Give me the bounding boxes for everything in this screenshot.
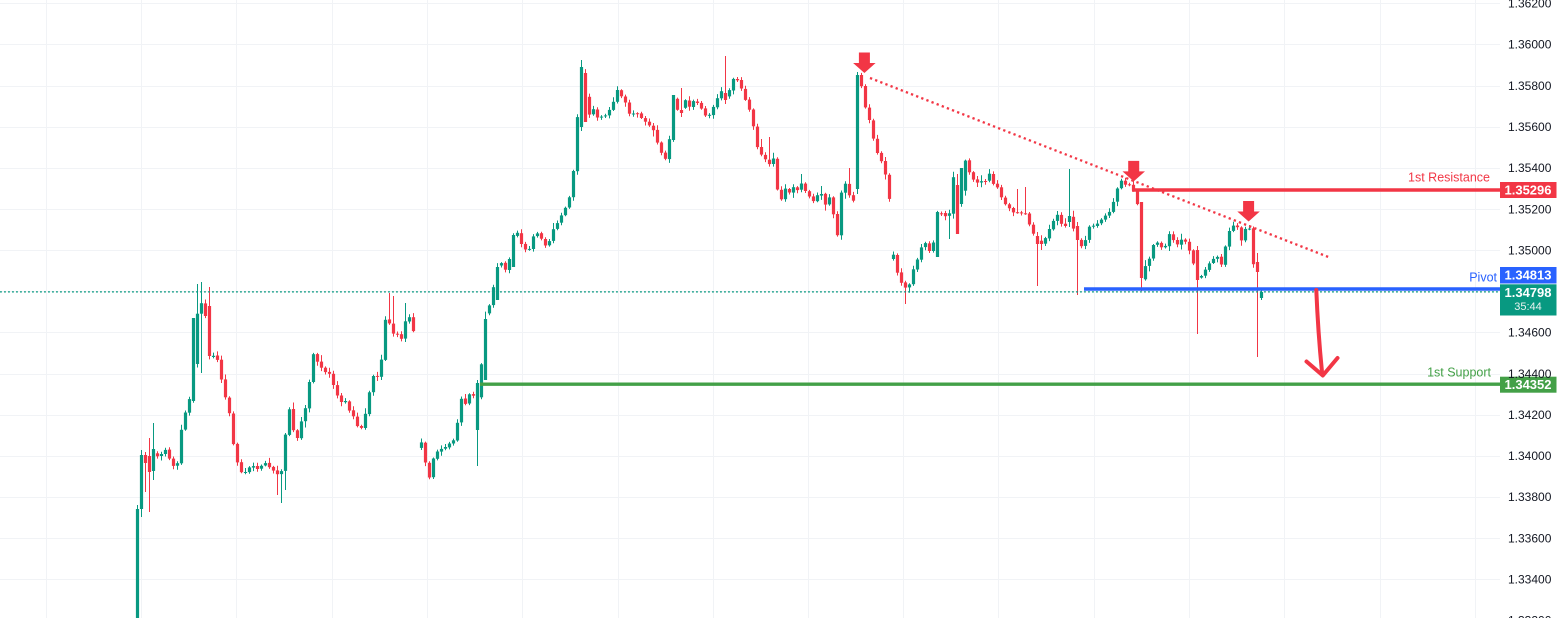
svg-text:1.36000: 1.36000 xyxy=(1508,38,1552,52)
svg-text:1.33400: 1.33400 xyxy=(1508,573,1552,587)
svg-text:1.35000: 1.35000 xyxy=(1508,243,1552,257)
svg-text:Pivot: Pivot xyxy=(1469,271,1497,285)
svg-text:1.33200: 1.33200 xyxy=(1508,614,1552,618)
svg-text:1.35400: 1.35400 xyxy=(1508,161,1552,175)
svg-text:1.34200: 1.34200 xyxy=(1508,408,1552,422)
svg-text:1.34000: 1.34000 xyxy=(1508,449,1552,463)
svg-text:1st Support: 1st Support xyxy=(1427,366,1491,380)
svg-text:1.34352: 1.34352 xyxy=(1505,377,1552,392)
svg-text:1.36200: 1.36200 xyxy=(1508,0,1552,11)
svg-text:1.35800: 1.35800 xyxy=(1508,79,1552,93)
svg-text:1.33800: 1.33800 xyxy=(1508,490,1552,504)
svg-text:1.33600: 1.33600 xyxy=(1508,531,1552,545)
svg-text:1.34600: 1.34600 xyxy=(1508,326,1552,340)
svg-text:1.35600: 1.35600 xyxy=(1508,120,1552,134)
svg-text:1.35200: 1.35200 xyxy=(1508,202,1552,216)
svg-text:1.34813: 1.34813 xyxy=(1505,268,1552,283)
svg-text:1st Resistance: 1st Resistance xyxy=(1408,171,1490,185)
svg-text:35:44: 35:44 xyxy=(1514,301,1542,313)
svg-text:1.34400: 1.34400 xyxy=(1508,367,1552,381)
svg-text:1.35296: 1.35296 xyxy=(1505,182,1552,197)
svg-text:1.34798: 1.34798 xyxy=(1505,285,1552,300)
